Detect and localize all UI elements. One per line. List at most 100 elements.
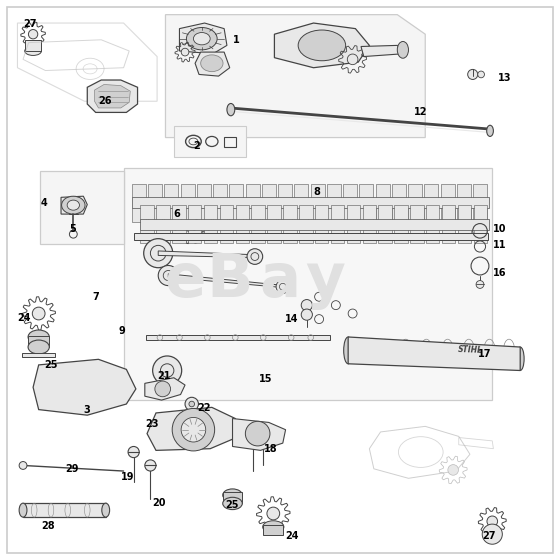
Bar — [223, 492, 242, 503]
Polygon shape — [474, 230, 487, 243]
Circle shape — [144, 239, 172, 268]
Polygon shape — [299, 230, 312, 243]
Polygon shape — [124, 168, 492, 400]
Polygon shape — [172, 205, 185, 218]
Polygon shape — [442, 230, 455, 243]
Text: 20: 20 — [153, 498, 166, 508]
Circle shape — [183, 217, 198, 232]
Polygon shape — [274, 23, 370, 68]
Polygon shape — [230, 208, 243, 222]
Ellipse shape — [28, 330, 49, 344]
Polygon shape — [156, 205, 170, 218]
Polygon shape — [267, 230, 281, 243]
Text: B: B — [207, 250, 253, 310]
Polygon shape — [376, 208, 390, 222]
Polygon shape — [348, 337, 520, 371]
Polygon shape — [165, 184, 178, 197]
Polygon shape — [181, 184, 194, 197]
Polygon shape — [347, 205, 360, 218]
Polygon shape — [473, 184, 487, 197]
Circle shape — [181, 417, 206, 442]
Circle shape — [347, 54, 358, 64]
Polygon shape — [141, 205, 154, 218]
Text: 27: 27 — [482, 531, 496, 541]
Bar — [146, 335, 330, 340]
Ellipse shape — [516, 347, 524, 371]
Polygon shape — [230, 184, 243, 197]
Polygon shape — [408, 208, 422, 222]
Circle shape — [153, 356, 181, 385]
Bar — [174, 127, 246, 157]
Polygon shape — [158, 251, 258, 258]
Text: STIHL: STIHL — [458, 346, 483, 355]
Polygon shape — [165, 208, 178, 222]
Polygon shape — [246, 184, 259, 197]
Text: 25: 25 — [44, 360, 58, 370]
Polygon shape — [442, 205, 455, 218]
Polygon shape — [394, 230, 408, 243]
Polygon shape — [278, 184, 292, 197]
Circle shape — [185, 397, 198, 410]
Text: 28: 28 — [41, 521, 54, 531]
Text: 7: 7 — [93, 292, 100, 302]
Polygon shape — [236, 230, 249, 243]
Polygon shape — [262, 184, 276, 197]
Polygon shape — [172, 230, 185, 243]
Polygon shape — [267, 205, 281, 218]
Polygon shape — [362, 230, 376, 243]
Polygon shape — [204, 205, 217, 218]
Text: 14: 14 — [284, 314, 298, 324]
Polygon shape — [147, 407, 235, 450]
Polygon shape — [95, 85, 130, 108]
Polygon shape — [473, 208, 487, 222]
Polygon shape — [331, 230, 344, 243]
Circle shape — [468, 69, 478, 80]
Ellipse shape — [223, 489, 242, 501]
Polygon shape — [278, 208, 292, 222]
Polygon shape — [232, 418, 286, 450]
Polygon shape — [426, 205, 440, 218]
Text: y: y — [305, 250, 344, 310]
Ellipse shape — [227, 104, 235, 116]
Text: 21: 21 — [157, 371, 171, 381]
Ellipse shape — [62, 196, 85, 214]
Text: 4: 4 — [41, 198, 48, 208]
Polygon shape — [410, 205, 423, 218]
Circle shape — [155, 381, 170, 396]
Text: 23: 23 — [145, 419, 158, 429]
Polygon shape — [181, 208, 194, 222]
Text: a: a — [259, 250, 301, 310]
Polygon shape — [361, 45, 403, 57]
Polygon shape — [220, 230, 233, 243]
Polygon shape — [392, 184, 406, 197]
Circle shape — [185, 218, 196, 230]
Text: 29: 29 — [65, 464, 78, 474]
Circle shape — [476, 281, 484, 288]
Polygon shape — [171, 205, 210, 244]
Bar — [263, 525, 283, 535]
Polygon shape — [315, 230, 328, 243]
Text: 25: 25 — [225, 500, 239, 510]
Ellipse shape — [223, 497, 242, 510]
Polygon shape — [457, 208, 471, 222]
Polygon shape — [283, 230, 297, 243]
Polygon shape — [327, 208, 341, 222]
Polygon shape — [148, 184, 162, 197]
Ellipse shape — [102, 503, 110, 517]
Ellipse shape — [200, 55, 223, 72]
Bar — [22, 353, 55, 357]
Polygon shape — [458, 205, 471, 218]
Circle shape — [448, 465, 459, 475]
Circle shape — [128, 446, 139, 458]
Ellipse shape — [19, 503, 27, 517]
Polygon shape — [347, 230, 360, 243]
Circle shape — [255, 424, 271, 440]
Circle shape — [181, 48, 189, 56]
Polygon shape — [408, 184, 422, 197]
Polygon shape — [33, 360, 136, 415]
Ellipse shape — [487, 125, 493, 137]
Polygon shape — [343, 208, 357, 222]
Polygon shape — [376, 184, 390, 197]
Polygon shape — [148, 208, 162, 222]
Polygon shape — [327, 184, 341, 197]
